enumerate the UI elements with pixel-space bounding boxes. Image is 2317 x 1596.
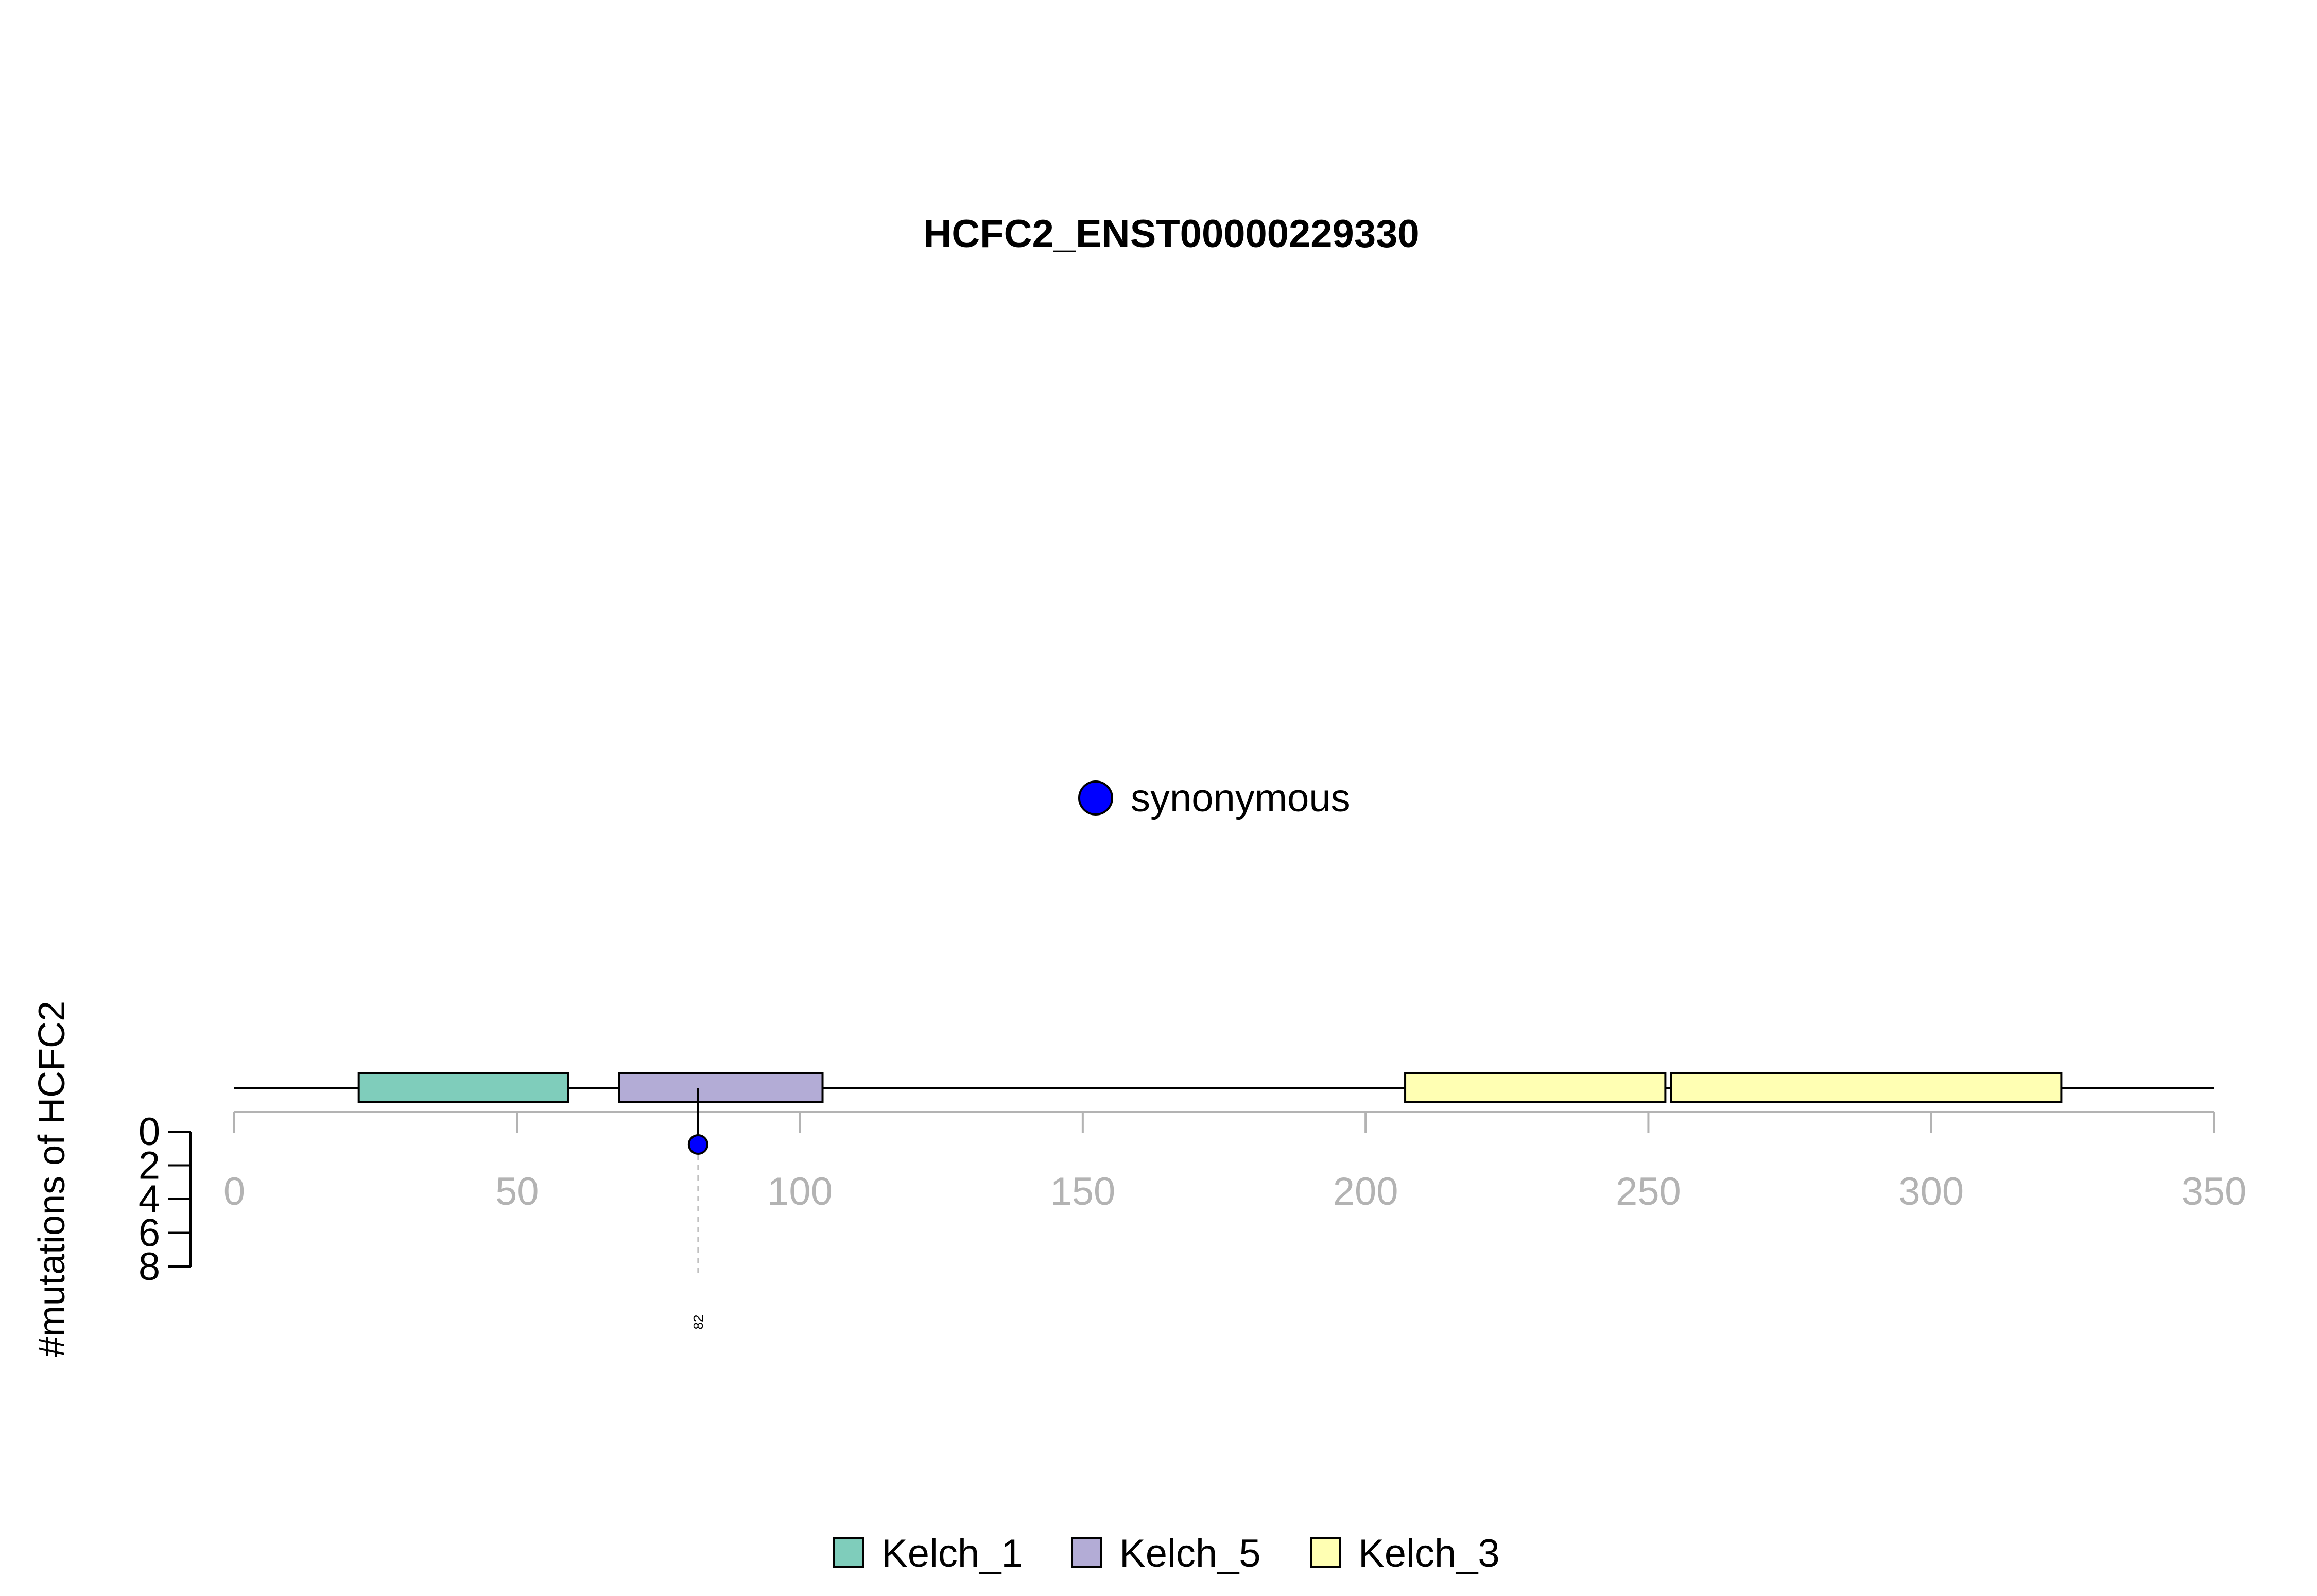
x-tick-label-200: 200 bbox=[1333, 1170, 1398, 1213]
x-tick-label-50: 50 bbox=[495, 1170, 539, 1213]
x-tick-label-100: 100 bbox=[767, 1170, 833, 1213]
domain-Kelch_3-2 bbox=[1404, 1072, 1667, 1103]
domain-legend-label-Kelch_1: Kelch_1 bbox=[881, 1532, 1023, 1575]
domain-Kelch_1-0 bbox=[357, 1072, 569, 1103]
y-tick-label-2: 2 bbox=[139, 1144, 160, 1188]
y-tick-label-0: 0 bbox=[139, 1110, 160, 1154]
domain-legend-swatch-Kelch_1 bbox=[833, 1537, 864, 1568]
domain-legend-label-Kelch_3: Kelch_3 bbox=[1358, 1532, 1500, 1575]
domain-legend-swatch-Kelch_3 bbox=[1310, 1537, 1341, 1568]
x-axis: 0 50 100 150 200 250 300 350 bbox=[223, 1111, 2247, 1213]
domain-Kelch_3-3 bbox=[1670, 1072, 2063, 1103]
x-tick-label-150: 150 bbox=[1050, 1170, 1115, 1213]
x-tick-label-300: 300 bbox=[1898, 1170, 1964, 1213]
y-tick-label-6: 6 bbox=[139, 1211, 160, 1255]
y-tick-label-4: 4 bbox=[139, 1177, 160, 1221]
x-tick-label-250: 250 bbox=[1616, 1170, 1681, 1213]
domain-legend: Kelch_1 Kelch_5 Kelch_3 bbox=[833, 1532, 1500, 1575]
legend-marker-synonymous bbox=[1078, 780, 1113, 816]
domain-legend-swatch-Kelch_5 bbox=[1071, 1537, 1102, 1568]
domain-layer bbox=[357, 1072, 2063, 1103]
domain-legend-label-Kelch_5: Kelch_5 bbox=[1119, 1532, 1261, 1575]
mutation-point-82 bbox=[687, 1134, 708, 1155]
domain-Kelch_5-1 bbox=[618, 1072, 824, 1103]
legend-label-synonymous: synonymous bbox=[1131, 776, 1351, 820]
mutation-layer: 82 bbox=[687, 1088, 708, 1330]
x-tick-label-350: 350 bbox=[2182, 1170, 2247, 1213]
mutation-type-legend: synonymous bbox=[1078, 776, 1351, 820]
y-tick-label-8: 8 bbox=[139, 1245, 160, 1289]
x-tick-label-0: 0 bbox=[223, 1170, 245, 1213]
y-axis-label: #mutations of HCFC2 bbox=[31, 1001, 73, 1357]
chart-title: HCFC2_ENST00000229330 bbox=[923, 212, 1419, 256]
mutation-position-label-82: 82 bbox=[690, 1315, 706, 1330]
